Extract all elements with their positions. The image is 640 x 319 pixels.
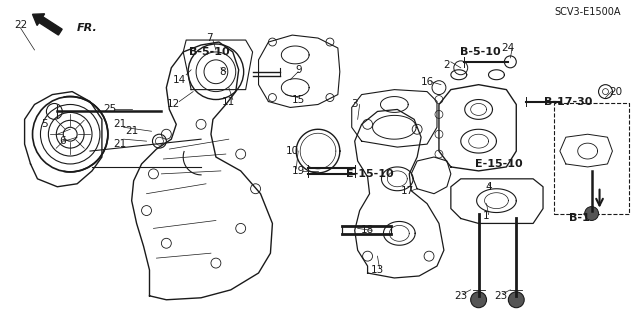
- Text: 4: 4: [485, 182, 492, 192]
- Text: 3: 3: [351, 100, 358, 109]
- Text: 21: 21: [125, 126, 138, 136]
- Text: 17: 17: [401, 186, 414, 196]
- Circle shape: [508, 292, 524, 308]
- Text: 15: 15: [292, 94, 305, 105]
- Text: E-15-10: E-15-10: [475, 159, 522, 169]
- Text: 6: 6: [59, 136, 65, 146]
- Text: 8: 8: [220, 67, 226, 77]
- Text: B-17-30: B-17-30: [543, 97, 592, 107]
- Text: 23: 23: [494, 291, 507, 301]
- Text: 2: 2: [444, 60, 450, 70]
- Text: B-5-10: B-5-10: [189, 47, 229, 57]
- Text: 11: 11: [222, 97, 236, 107]
- Text: 23: 23: [454, 291, 467, 301]
- Text: 21: 21: [113, 139, 126, 149]
- Bar: [554, 102, 629, 213]
- Text: 1: 1: [483, 211, 490, 221]
- FancyArrow shape: [33, 14, 62, 35]
- Circle shape: [585, 207, 598, 220]
- Text: 10: 10: [285, 146, 299, 156]
- Text: SCV3-E1500A: SCV3-E1500A: [554, 7, 621, 17]
- Text: 21: 21: [113, 119, 126, 129]
- Text: 22: 22: [14, 20, 28, 30]
- Text: FR.: FR.: [77, 23, 98, 33]
- Text: 25: 25: [103, 104, 116, 115]
- Text: 19: 19: [292, 166, 305, 176]
- Text: 12: 12: [166, 100, 180, 109]
- Text: 9: 9: [295, 65, 301, 75]
- Text: E-15-10: E-15-10: [346, 169, 394, 179]
- Text: 5: 5: [41, 119, 48, 129]
- Text: 7: 7: [205, 33, 212, 43]
- Text: B-5-10: B-5-10: [460, 47, 501, 57]
- Text: 16: 16: [420, 77, 434, 87]
- Text: 20: 20: [609, 86, 622, 97]
- Text: 18: 18: [361, 226, 374, 235]
- Text: 24: 24: [502, 43, 515, 53]
- Circle shape: [470, 292, 486, 308]
- Text: 13: 13: [371, 265, 384, 275]
- Text: 14: 14: [173, 75, 186, 85]
- Text: B-1: B-1: [570, 213, 590, 224]
